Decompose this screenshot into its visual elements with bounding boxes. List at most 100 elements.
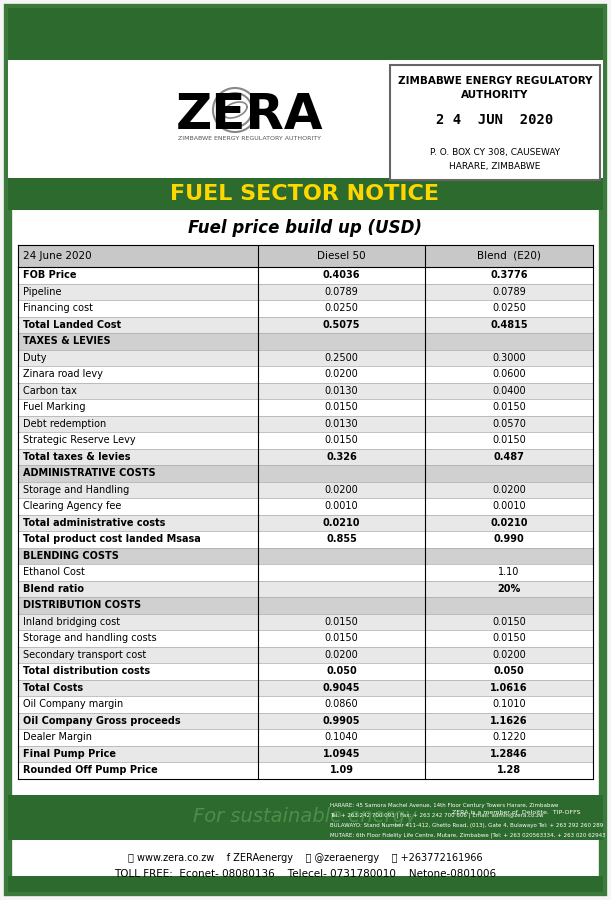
Text: 0.0600: 0.0600 xyxy=(492,369,526,379)
FancyBboxPatch shape xyxy=(18,399,593,416)
FancyBboxPatch shape xyxy=(8,60,603,180)
Text: 0.4036: 0.4036 xyxy=(323,270,360,280)
Text: ZERA is a member of  Deloitte.  TIP-OFFS: ZERA is a member of Deloitte. TIP-OFFS xyxy=(452,810,580,815)
Text: 1.0616: 1.0616 xyxy=(490,683,528,693)
Text: For sustainable energy: For sustainable energy xyxy=(193,807,417,826)
Text: DISTRIBUTION COSTS: DISTRIBUTION COSTS xyxy=(23,600,141,610)
Text: 0.1010: 0.1010 xyxy=(492,699,526,709)
Text: 0.0010: 0.0010 xyxy=(492,501,526,511)
Text: 0.0200: 0.0200 xyxy=(324,650,359,660)
Text: Total distribution costs: Total distribution costs xyxy=(23,666,150,676)
FancyBboxPatch shape xyxy=(18,333,593,349)
FancyBboxPatch shape xyxy=(18,597,593,614)
FancyBboxPatch shape xyxy=(18,680,593,696)
Text: 0.990: 0.990 xyxy=(494,535,524,544)
FancyBboxPatch shape xyxy=(18,267,593,284)
Text: Total Landed Cost: Total Landed Cost xyxy=(23,320,121,329)
FancyBboxPatch shape xyxy=(18,547,593,564)
Text: ADMINISTRATIVE COSTS: ADMINISTRATIVE COSTS xyxy=(23,468,156,478)
Text: 0.0400: 0.0400 xyxy=(492,386,526,396)
FancyBboxPatch shape xyxy=(18,630,593,646)
FancyBboxPatch shape xyxy=(390,65,600,180)
Text: MUTARE: 6th Floor Fidelity Life Centre, Mutare, Zimbabwe |Tel: + 263 020563334, : MUTARE: 6th Floor Fidelity Life Centre, … xyxy=(330,832,606,838)
Text: Final Pump Price: Final Pump Price xyxy=(23,749,116,759)
FancyBboxPatch shape xyxy=(8,178,603,210)
FancyBboxPatch shape xyxy=(18,366,593,382)
Text: Tel: + 263 242 700 093 | Fax: + 263 242 700 606 | Email: admin@zera.co.zw: Tel: + 263 242 700 093 | Fax: + 263 242 … xyxy=(330,812,544,818)
FancyBboxPatch shape xyxy=(18,349,593,366)
Text: TAXES & LEVIES: TAXES & LEVIES xyxy=(23,337,111,347)
Text: 0.0150: 0.0150 xyxy=(324,634,359,643)
Text: Oil Company Gross proceeds: Oil Company Gross proceeds xyxy=(23,716,181,725)
FancyBboxPatch shape xyxy=(18,729,593,745)
FancyBboxPatch shape xyxy=(8,8,603,892)
Text: 0.0150: 0.0150 xyxy=(324,436,359,446)
Text: 0.0150: 0.0150 xyxy=(324,402,359,412)
Text: Financing cost: Financing cost xyxy=(23,303,93,313)
FancyBboxPatch shape xyxy=(18,482,593,498)
FancyBboxPatch shape xyxy=(18,317,593,333)
FancyBboxPatch shape xyxy=(18,745,593,762)
Text: Fuel price build up (USD): Fuel price build up (USD) xyxy=(188,219,422,237)
Text: 1.1626: 1.1626 xyxy=(490,716,528,725)
Text: 0.3776: 0.3776 xyxy=(490,270,528,280)
Text: 0.0570: 0.0570 xyxy=(492,418,526,428)
Text: 0.050: 0.050 xyxy=(494,666,524,676)
Text: Storage and handling costs: Storage and handling costs xyxy=(23,634,156,643)
FancyBboxPatch shape xyxy=(18,564,593,580)
Text: ZIMBABWE ENERGY REGULATORY AUTHORITY: ZIMBABWE ENERGY REGULATORY AUTHORITY xyxy=(178,136,321,140)
Text: Debt redemption: Debt redemption xyxy=(23,418,106,428)
FancyBboxPatch shape xyxy=(8,8,603,60)
FancyBboxPatch shape xyxy=(18,498,593,515)
FancyBboxPatch shape xyxy=(18,448,593,465)
Text: Zinara road levy: Zinara road levy xyxy=(23,369,103,379)
Text: Ethanol Cost: Ethanol Cost xyxy=(23,567,85,577)
Text: 0.2500: 0.2500 xyxy=(324,353,359,363)
Text: Oil Company margin: Oil Company margin xyxy=(23,699,123,709)
Text: AUTHORITY: AUTHORITY xyxy=(461,90,529,100)
Text: P. O. BOX CY 308, CAUSEWAY: P. O. BOX CY 308, CAUSEWAY xyxy=(430,148,560,157)
Text: 0.9045: 0.9045 xyxy=(323,683,360,693)
Text: 0.0789: 0.0789 xyxy=(324,287,359,297)
FancyBboxPatch shape xyxy=(18,245,593,267)
Text: 0.0250: 0.0250 xyxy=(492,303,526,313)
Text: 20%: 20% xyxy=(497,584,521,594)
Text: FOB Price: FOB Price xyxy=(23,270,76,280)
Text: FUEL SECTOR NOTICE: FUEL SECTOR NOTICE xyxy=(170,184,439,204)
Text: 0.0200: 0.0200 xyxy=(492,650,526,660)
Text: 0.0210: 0.0210 xyxy=(490,518,528,527)
Text: Total product cost landed Msasa: Total product cost landed Msasa xyxy=(23,535,201,544)
Text: 0.0130: 0.0130 xyxy=(324,418,358,428)
Text: Diesel 50: Diesel 50 xyxy=(317,251,366,261)
FancyBboxPatch shape xyxy=(18,762,593,778)
Text: Inland bridging cost: Inland bridging cost xyxy=(23,616,120,626)
FancyBboxPatch shape xyxy=(18,614,593,630)
Text: 0.0150: 0.0150 xyxy=(492,634,526,643)
Text: 0.0200: 0.0200 xyxy=(492,485,526,495)
FancyBboxPatch shape xyxy=(18,465,593,482)
Text: 0.1040: 0.1040 xyxy=(324,733,358,742)
Text: 0.855: 0.855 xyxy=(326,535,357,544)
Text: 0.0130: 0.0130 xyxy=(324,386,358,396)
Text: 0.0789: 0.0789 xyxy=(492,287,526,297)
Text: HARARE: 45 Samora Machel Avenue, 14th Floor Century Towers Harare, Zimbabwe: HARARE: 45 Samora Machel Avenue, 14th Fl… xyxy=(330,803,558,807)
Text: 0.326: 0.326 xyxy=(326,452,357,462)
Text: Carbon tax: Carbon tax xyxy=(23,386,77,396)
Text: 0.5075: 0.5075 xyxy=(323,320,360,329)
Text: Clearing Agency fee: Clearing Agency fee xyxy=(23,501,122,511)
Text: 1.2846: 1.2846 xyxy=(490,749,528,759)
FancyBboxPatch shape xyxy=(8,795,603,840)
Text: 0.0150: 0.0150 xyxy=(492,436,526,446)
Text: 0.4815: 0.4815 xyxy=(490,320,528,329)
Text: 0.487: 0.487 xyxy=(494,452,524,462)
Text: 0.0250: 0.0250 xyxy=(324,303,359,313)
FancyBboxPatch shape xyxy=(18,432,593,448)
Text: ZERA: ZERA xyxy=(176,91,324,139)
FancyBboxPatch shape xyxy=(18,646,593,663)
Text: BULAWAYO: Stand Number 411-412, Ghetto Road, (013), Gate 4, Bulawayo Tel: + 263 : BULAWAYO: Stand Number 411-412, Ghetto R… xyxy=(330,823,603,827)
Text: 0.050: 0.050 xyxy=(326,666,357,676)
Text: Pipeline: Pipeline xyxy=(23,287,62,297)
Text: 2 4  JUN  2020: 2 4 JUN 2020 xyxy=(436,113,554,127)
FancyBboxPatch shape xyxy=(18,713,593,729)
FancyBboxPatch shape xyxy=(18,663,593,680)
